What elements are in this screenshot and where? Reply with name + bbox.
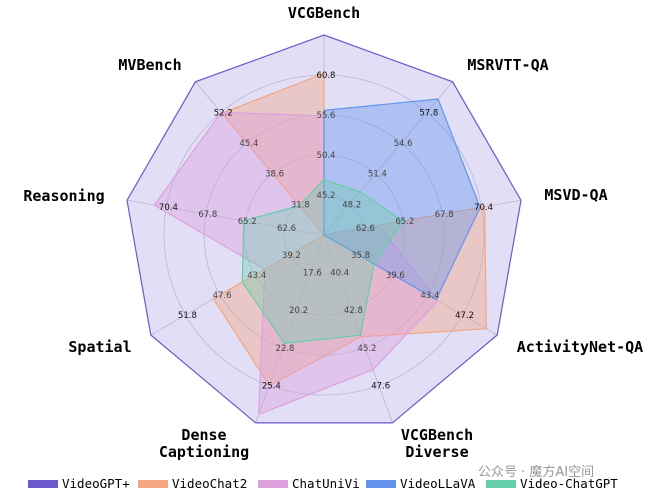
tick-label: 51.4 — [368, 170, 387, 180]
tick-label: 51.8 — [178, 311, 197, 321]
axis-label: Dense Captioning — [159, 426, 249, 461]
tick-label: 62.6 — [356, 224, 375, 234]
tick-label: 70.4 — [159, 203, 178, 213]
tick-label: 47.2 — [455, 311, 474, 321]
tick-label: 40.4 — [330, 269, 349, 279]
tick-label: 39.2 — [282, 251, 301, 261]
tick-label: 43.4 — [247, 271, 266, 281]
axis-label: MSRVTT-QA — [467, 56, 548, 74]
tick-label: 47.6 — [371, 381, 390, 391]
tick-label: 42.8 — [344, 306, 363, 316]
tick-label: 70.4 — [474, 203, 493, 213]
axis-label: MSVD-QA — [544, 186, 607, 204]
tick-label: 65.2 — [395, 217, 414, 227]
tick-label: 67.8 — [198, 210, 217, 220]
tick-label: 52.2 — [214, 108, 233, 118]
tick-label: 54.6 — [394, 139, 413, 149]
tick-label: 45.4 — [239, 139, 258, 149]
tick-label: 62.6 — [277, 224, 296, 234]
axis-label: ActivityNet-QA — [517, 338, 643, 356]
axis-label: Spatial — [68, 338, 131, 356]
series-layer — [126, 34, 522, 424]
tick-label: 47.6 — [213, 291, 232, 301]
tick-label: 38.6 — [265, 170, 284, 180]
tick-label: 35.8 — [351, 251, 370, 261]
tick-label: 17.6 — [303, 269, 322, 279]
tick-label: 20.2 — [289, 306, 308, 316]
legend-swatch — [486, 480, 516, 488]
legend-swatch — [258, 480, 288, 488]
axis-label: Reasoning — [23, 187, 104, 205]
spoke-8 — [126, 199, 325, 236]
legend-entry: VideoLLaVA — [400, 476, 476, 491]
series-videollava-area — [323, 98, 481, 301]
watermark-text: 公众号 · 魔方AI空间 — [478, 464, 594, 480]
series-chatunivi-area — [153, 111, 439, 416]
legend-entry: VideoChat2 — [172, 476, 247, 491]
tick-label: 25.4 — [262, 381, 281, 391]
tick-label: 48.2 — [342, 200, 361, 210]
tick-label: 67.8 — [435, 210, 454, 220]
tick-label: 43.4 — [420, 291, 439, 301]
spoke-6 — [255, 234, 325, 424]
legend-swatch — [28, 480, 58, 488]
tick-label: 55.6 — [317, 111, 336, 121]
tick-label: 57.8 — [419, 108, 438, 118]
tick-label: 31.8 — [291, 200, 310, 210]
axis-labels: VCGBench MSRVTT-QA MSVD-QA ActivityNet-QA VC… — [23, 4, 643, 461]
legend-swatch — [366, 480, 396, 488]
series-videochat2-area — [212, 72, 487, 387]
legend-entry: ChatUniVi — [292, 476, 360, 491]
legend: VideoGPT+ VideoChat2 ChatUniVi VideoLLaVA Vi… — [28, 476, 618, 491]
legend-swatch — [138, 480, 168, 488]
legend-entry: VideoGPT+ — [62, 476, 130, 491]
spoke-5 — [323, 234, 393, 424]
tick-label: 39.6 — [386, 271, 405, 281]
tick-label: 50.4 — [317, 151, 336, 161]
tick-label: 60.8 — [317, 71, 336, 81]
axis-label: MVBench — [118, 56, 181, 74]
axis-label: VCGBench — [288, 4, 360, 22]
series-video-chatgpt-area — [241, 178, 404, 345]
tick-label: 65.2 — [238, 217, 257, 227]
spoke-2 — [323, 81, 453, 236]
tick-label: 45.2 — [317, 191, 336, 201]
legend-entry: Video-ChatGPT — [520, 476, 618, 491]
tick-label: 22.8 — [276, 344, 295, 354]
axis-label: VCGBench Diverse — [401, 426, 473, 461]
tick-labels: 45.2 50.4 55.6 60.8 48.2 51.4 54.6 57.8 62.6 65.2… — [159, 71, 493, 391]
tick-label: 45.2 — [358, 344, 377, 354]
